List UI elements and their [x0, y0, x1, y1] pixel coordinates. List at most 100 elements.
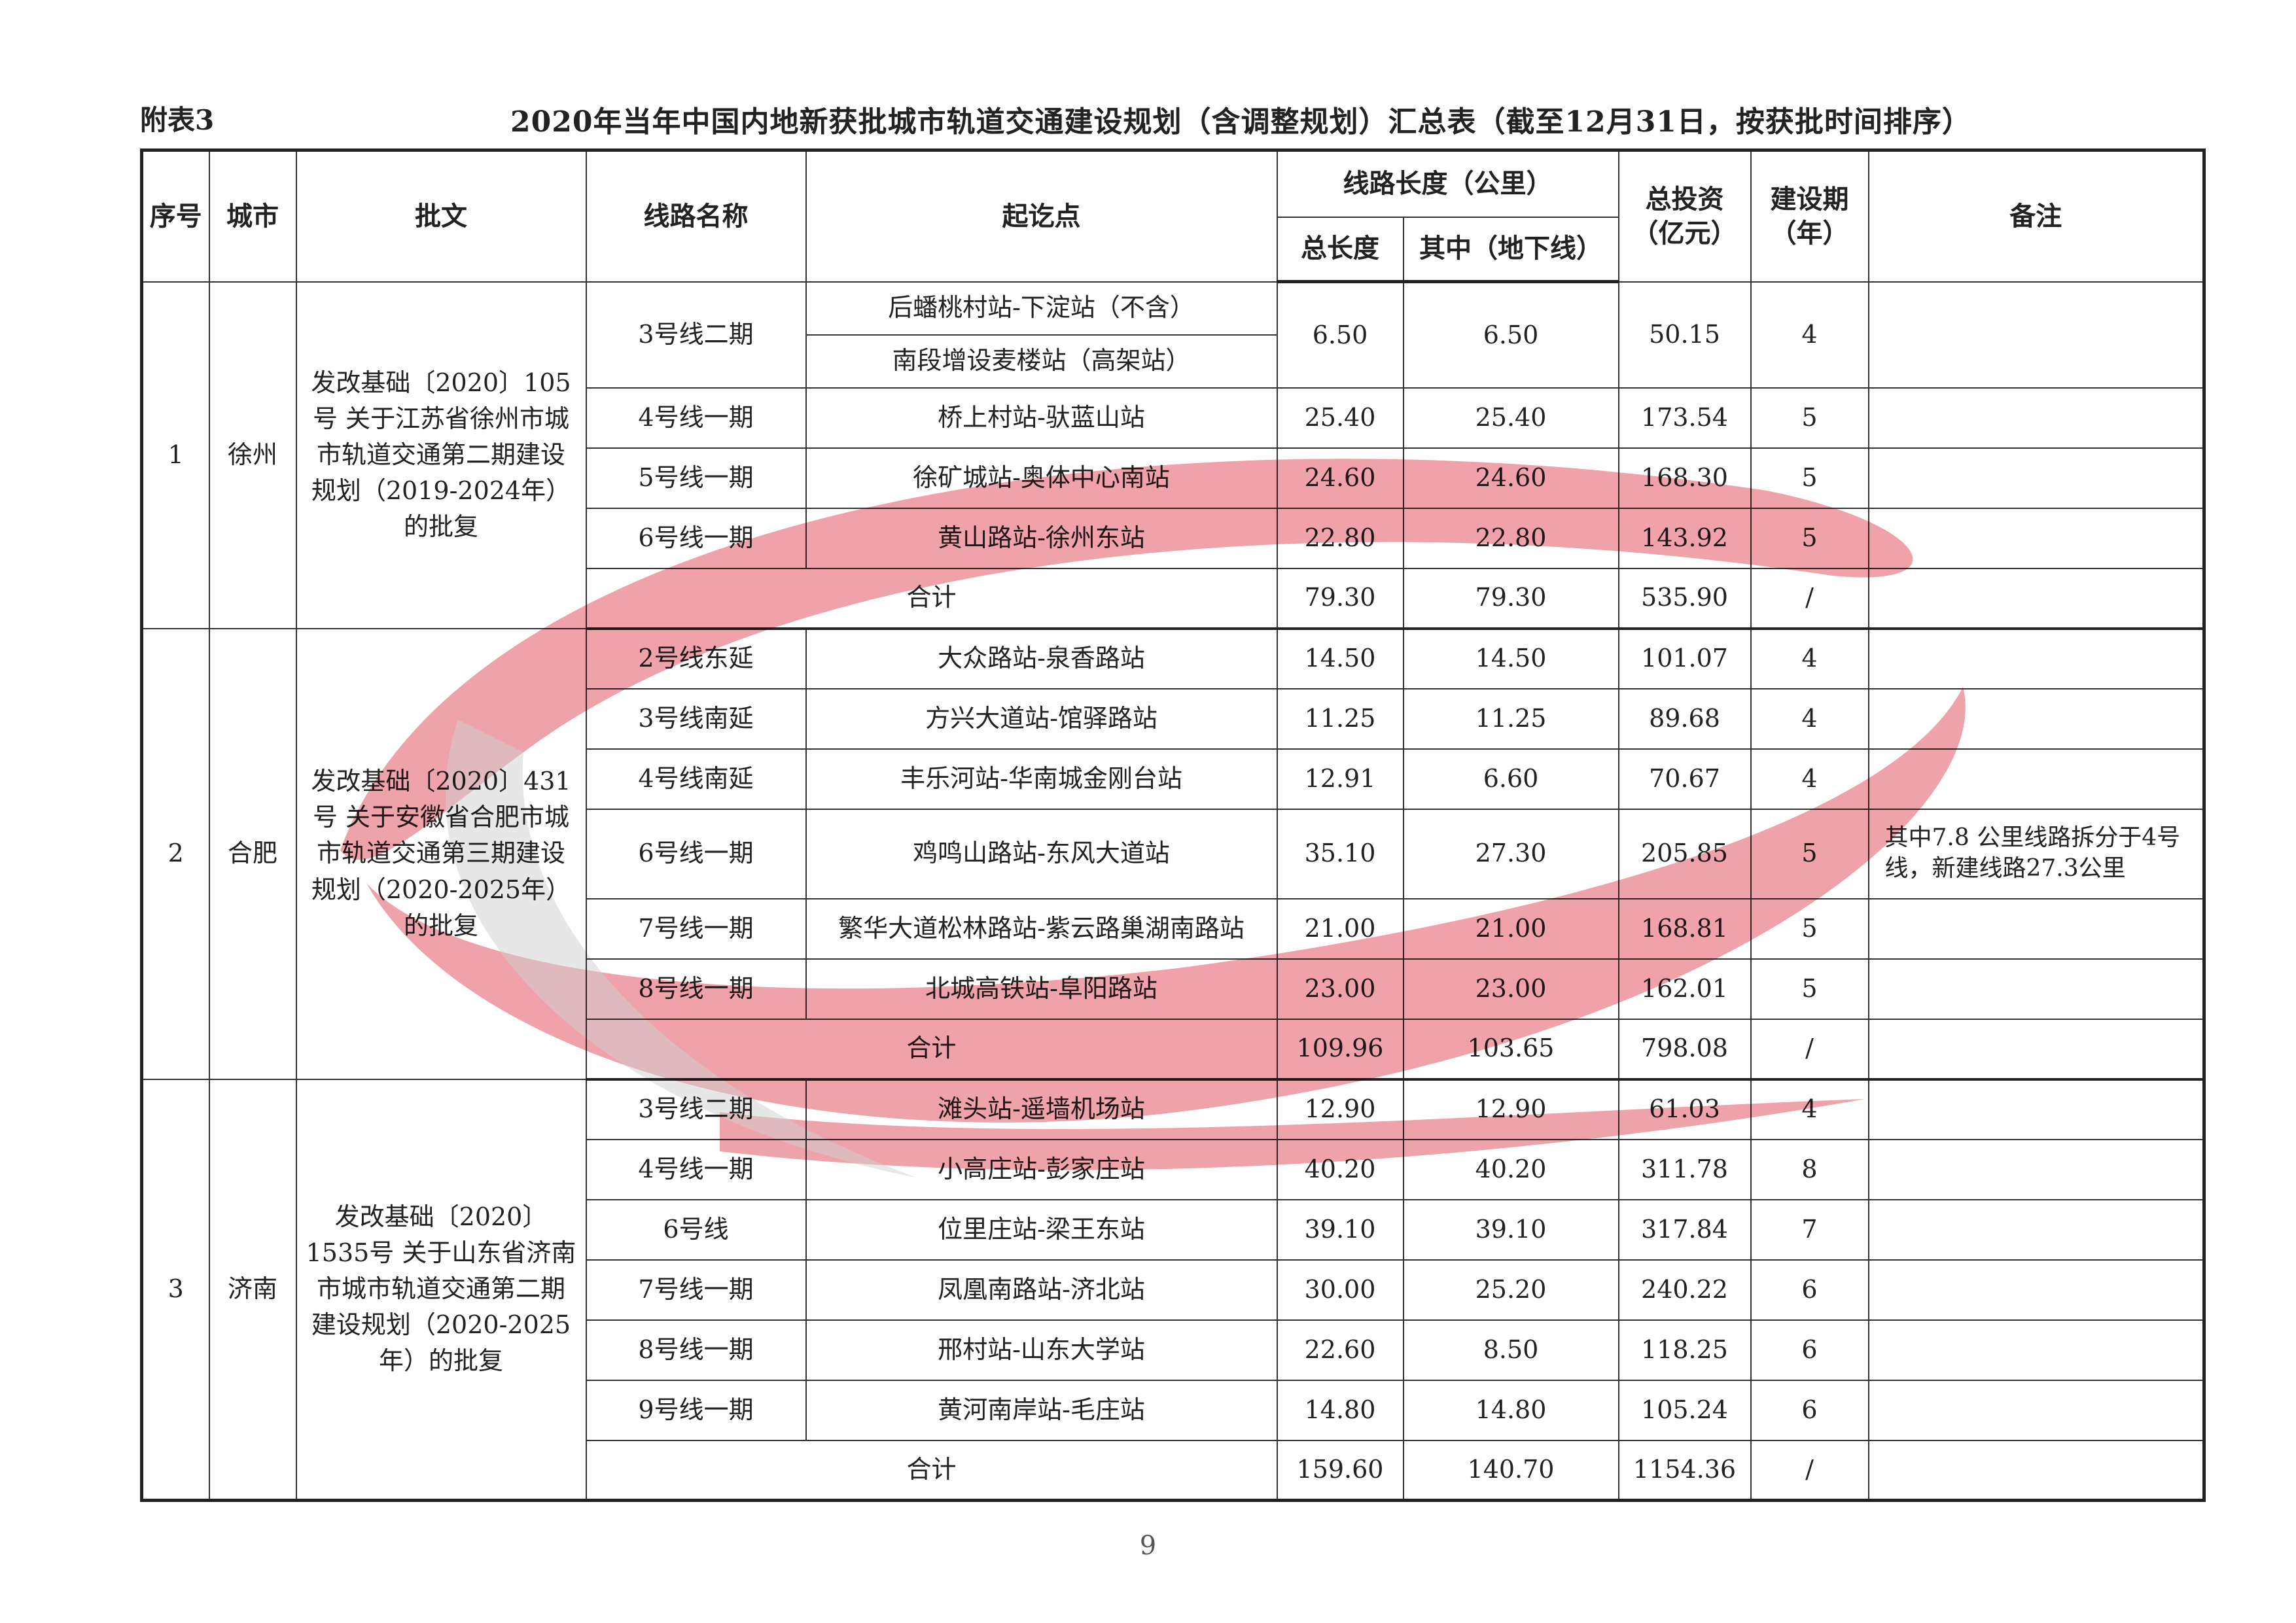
summary-table: 序号 城市 批文 线路名称 起讫点 线路长度（公里） 总投资（亿元） 建设期（年… — [140, 148, 2206, 1502]
period-cell: 4 — [1750, 748, 1869, 810]
investment-cell: 173.54 — [1617, 387, 1752, 449]
note-cell — [1867, 447, 2205, 509]
approval-cell: 发改基础〔2020〕431号 关于安徽省合肥市城市轨道交通第三期建设规划（202… — [295, 627, 587, 1080]
investment-cell: 168.81 — [1617, 898, 1752, 960]
investment-cell: 61.03 — [1617, 1078, 1752, 1140]
period-cell: 8 — [1750, 1138, 1869, 1200]
route-cell: 滩头站-遥墙机场站 — [805, 1078, 1278, 1140]
table-row: 1 徐州 发改基础〔2020〕105号 关于江苏省徐州市城市轨道交通第二期建设规划（… — [141, 281, 2205, 629]
line-name-cell: 7号线一期 — [585, 1259, 807, 1321]
period-cell: 5 — [1750, 447, 1869, 509]
length-total-cell: 35.10 — [1276, 808, 1404, 899]
period-cell: 6 — [1750, 1259, 1869, 1321]
route-cell: 北城高铁站-阜阳路站 — [805, 958, 1278, 1020]
seq-cell: 3 — [141, 1078, 210, 1501]
note-cell — [1867, 748, 2205, 810]
table-row: 3 济南 发改基础〔2020〕1535号 关于山东省济南市城市轨道交通第二期建设规划… — [141, 1078, 2205, 1501]
investment-cell: 101.07 — [1617, 627, 1752, 689]
note-cell — [1867, 1379, 2205, 1441]
col-approval: 批文 — [295, 149, 587, 283]
note-cell — [1867, 1138, 2205, 1200]
subtotal-period: / — [1750, 1018, 1869, 1081]
investment-cell: 105.24 — [1617, 1379, 1752, 1441]
length-total-cell: 22.80 — [1276, 507, 1404, 569]
subtotal-label: 合计 — [585, 1018, 1278, 1081]
subtotal-period: / — [1750, 1439, 1869, 1502]
subtotal-underground: 140.70 — [1402, 1439, 1619, 1502]
length-underground-cell: 6.50 — [1402, 281, 1619, 389]
length-total-cell: 25.40 — [1276, 387, 1404, 449]
city-cell: 徐州 — [208, 281, 297, 629]
length-total-cell: 6.50 — [1276, 281, 1404, 389]
subtotal-investment: 798.08 — [1617, 1018, 1752, 1081]
route-cell: 繁华大道松林路站-紫云路巢湖南路站 — [805, 898, 1278, 960]
subtotal-total: 159.60 — [1276, 1439, 1404, 1502]
route-cell: 大众路站-泉香路站 — [805, 627, 1278, 689]
col-note: 备注 — [1867, 149, 2205, 283]
appendix-label: 附表3 — [140, 104, 215, 136]
length-total-cell: 22.60 — [1276, 1319, 1404, 1381]
subtotal-investment: 1154.36 — [1617, 1439, 1752, 1502]
length-underground-cell: 27.30 — [1402, 808, 1619, 899]
col-length-total: 总长度 — [1276, 216, 1404, 283]
route-cell: 南段增设麦楼站（高架站） — [805, 334, 1278, 389]
subtotal-total: 109.96 — [1276, 1018, 1404, 1081]
subtotal-row: 合计 159.60 140.70 1154.36/ — [142, 1439, 2205, 1502]
line-name-cell: 5号线一期 — [585, 447, 807, 509]
length-total-cell: 21.00 — [1276, 898, 1404, 960]
approval-cell: 发改基础〔2020〕1535号 关于山东省济南市城市轨道交通第二期建设规划（20… — [295, 1078, 587, 1501]
length-underground-cell: 12.90 — [1402, 1078, 1619, 1140]
period-cell: 5 — [1750, 387, 1869, 449]
note-cell — [1867, 1319, 2205, 1381]
investment-cell: 162.01 — [1617, 958, 1752, 1020]
note-cell — [1867, 958, 2205, 1020]
subtotal-total: 79.30 — [1276, 567, 1404, 630]
length-underground-cell: 6.60 — [1402, 748, 1619, 810]
col-length-underground: 其中（地下线） — [1402, 216, 1619, 283]
line-name-cell: 9号线一期 — [585, 1379, 807, 1441]
note-cell — [1867, 688, 2205, 750]
subtotal-period: / — [1750, 567, 1869, 630]
line-name-cell: 4号线一期 — [585, 1138, 807, 1200]
route-cell: 小高庄站-彭家庄站 — [805, 1138, 1278, 1200]
route-cell: 位里庄站-梁王东站 — [805, 1198, 1278, 1261]
col-city: 城市 — [208, 149, 297, 283]
route-cell: 黄山路站-徐州东站 — [805, 507, 1278, 569]
investment-cell: 118.25 — [1617, 1319, 1752, 1381]
length-total-cell: 14.50 — [1276, 627, 1404, 689]
period-cell: 5 — [1750, 507, 1869, 569]
col-seq: 序号 — [141, 149, 210, 283]
route-cell: 黄河南岸站-毛庄站 — [805, 1379, 1278, 1441]
period-cell: 4 — [1750, 281, 1869, 389]
route-cell: 徐矿城站-奥体中心南站 — [805, 447, 1278, 509]
length-underground-cell: 23.00 — [1402, 958, 1619, 1020]
route-cell: 鸡鸣山路站-东风大道站 — [805, 808, 1278, 899]
investment-cell: 240.22 — [1617, 1259, 1752, 1321]
note-cell — [1867, 507, 2205, 569]
note-cell — [1867, 1078, 2205, 1140]
length-underground-cell: 39.10 — [1402, 1198, 1619, 1261]
route-cell: 邢村站-山东大学站 — [805, 1319, 1278, 1381]
col-line: 线路名称 — [585, 149, 807, 283]
note-cell — [1867, 281, 2205, 389]
approval-cell: 发改基础〔2020〕105号 关于江苏省徐州市城市轨道交通第二期建设规划（201… — [295, 281, 587, 629]
line-name-cell: 8号线一期 — [585, 1319, 807, 1381]
subtotal-note — [1867, 567, 2205, 630]
subtotal-label: 合计 — [585, 567, 1278, 630]
length-total-cell: 14.80 — [1276, 1379, 1404, 1441]
investment-cell: 311.78 — [1617, 1138, 1752, 1200]
route-cell: 凤凰南路站-济北站 — [805, 1259, 1278, 1321]
line-name-cell: 8号线一期 — [585, 958, 807, 1020]
line-name-cell: 4号线一期 — [585, 387, 807, 449]
length-underground-cell: 40.20 — [1402, 1138, 1619, 1200]
line-name-cell: 6号线 — [585, 1198, 807, 1261]
page-number: 9 — [1139, 1531, 1157, 1561]
subtotal-underground: 79.30 — [1402, 567, 1619, 630]
length-total-cell: 30.00 — [1276, 1259, 1404, 1321]
length-underground-cell: 14.50 — [1402, 627, 1619, 689]
note-cell — [1867, 1259, 2205, 1321]
investment-cell: 89.68 — [1617, 688, 1752, 750]
note-cell — [1867, 387, 2205, 449]
investment-cell: 143.92 — [1617, 507, 1752, 569]
period-cell: 5 — [1750, 808, 1869, 899]
